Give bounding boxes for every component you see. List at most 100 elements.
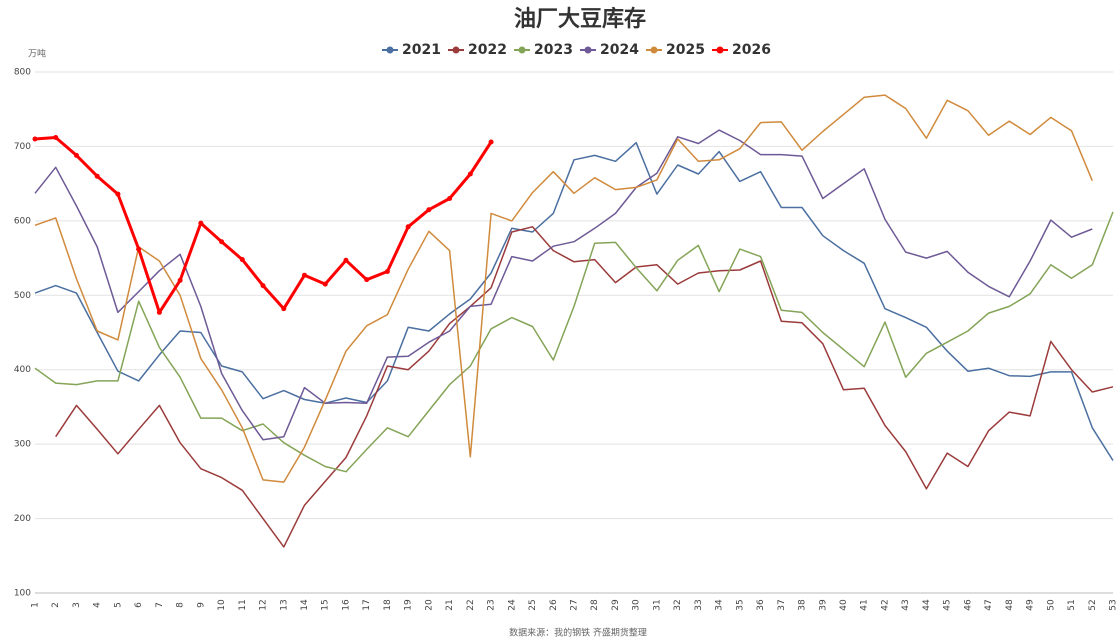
x-tick-label: 2 xyxy=(51,602,61,608)
x-tick-label: 17 xyxy=(362,599,372,610)
point xyxy=(260,283,266,289)
series-line xyxy=(34,141,1114,461)
x-tick-label: 27 xyxy=(570,599,580,610)
x-tick-label: 13 xyxy=(279,599,289,610)
x-tick-label: 42 xyxy=(880,599,890,610)
x-tick-label: 24 xyxy=(507,599,517,611)
x-tick-label: 38 xyxy=(798,599,808,611)
point xyxy=(426,207,432,213)
x-tick-label: 31 xyxy=(652,599,662,610)
x-tick-label: 46 xyxy=(963,599,973,611)
x-tick-label: 39 xyxy=(818,599,828,611)
point xyxy=(281,306,287,312)
x-tick-label: 20 xyxy=(424,599,434,611)
x-tick-label: 26 xyxy=(549,599,559,611)
x-tick-label: 28 xyxy=(590,599,600,611)
legend-marker xyxy=(716,46,724,54)
chart-title: 油厂大豆库存 xyxy=(514,6,646,32)
legend-label: 2025 xyxy=(666,42,705,58)
legend-marker xyxy=(650,46,658,54)
x-tick-label: 40 xyxy=(839,599,849,611)
legend-label: 2024 xyxy=(600,42,639,58)
x-tick-label: 3 xyxy=(72,602,82,608)
x-tick-label: 21 xyxy=(445,599,455,610)
x-tick-label: 15 xyxy=(321,599,331,610)
point xyxy=(447,196,453,202)
x-tick-label: 19 xyxy=(404,599,414,611)
point xyxy=(53,134,59,140)
x-tick-label: 32 xyxy=(673,599,683,610)
legend-marker xyxy=(452,46,460,54)
series-line xyxy=(34,129,1093,441)
x-tick-label: 8 xyxy=(176,602,186,608)
x-tick-label: 30 xyxy=(632,599,642,611)
point xyxy=(32,136,38,142)
x-tick-label: 12 xyxy=(259,599,269,610)
point xyxy=(467,171,473,177)
legend-marker xyxy=(386,46,394,54)
x-tick-label: 52 xyxy=(1088,599,1098,610)
x-tick-label: 1 xyxy=(31,602,41,608)
legend-label: 2022 xyxy=(468,42,507,58)
point xyxy=(364,277,370,283)
x-tick-label: 33 xyxy=(694,599,704,610)
y-tick-label: 300 xyxy=(14,440,31,450)
x-tick-label: 14 xyxy=(300,599,310,611)
x-tick-label: 9 xyxy=(196,602,206,608)
x-tick-label: 41 xyxy=(860,599,870,610)
x-tick-label: 45 xyxy=(943,599,953,610)
x-tick-label: 5 xyxy=(113,602,123,608)
y-unit: 万吨 xyxy=(28,48,46,60)
point xyxy=(239,257,245,263)
x-tick-label: 53 xyxy=(1109,599,1116,610)
x-tick-label: 51 xyxy=(1067,599,1077,610)
x-tick-label: 37 xyxy=(777,599,787,610)
series-line xyxy=(34,211,1114,473)
y-tick-label: 700 xyxy=(14,142,31,152)
x-tick-label: 50 xyxy=(1046,599,1056,611)
point xyxy=(156,309,162,315)
x-tick-label: 7 xyxy=(155,602,165,608)
point xyxy=(343,257,349,263)
x-tick-label: 11 xyxy=(238,599,248,610)
point xyxy=(302,272,307,278)
legend-marker xyxy=(518,46,526,54)
x-tick-label: 22 xyxy=(466,599,476,610)
x-tick-label: 43 xyxy=(901,599,911,610)
x-tick-label: 10 xyxy=(217,599,227,611)
point xyxy=(219,239,225,245)
point xyxy=(136,246,142,252)
point xyxy=(177,277,183,283)
legend-label: 2023 xyxy=(534,42,573,58)
x-tick-label: 49 xyxy=(1026,599,1036,611)
x-tick-label: 47 xyxy=(984,599,994,610)
point xyxy=(322,281,328,287)
series-line xyxy=(34,94,1093,483)
y-tick-label: 600 xyxy=(14,216,31,226)
x-tick-label: 23 xyxy=(487,599,497,610)
y-tick-label: 400 xyxy=(14,365,31,375)
x-tick-label: 35 xyxy=(735,599,745,610)
x-tick-label: 36 xyxy=(756,599,766,611)
x-tick-label: 29 xyxy=(611,599,621,611)
point xyxy=(384,268,390,274)
legend-label: 2026 xyxy=(732,42,771,58)
x-tick-label: 16 xyxy=(341,599,351,611)
legend-marker xyxy=(584,46,592,54)
point xyxy=(115,191,121,197)
y-tick-label: 100 xyxy=(14,589,31,599)
x-tick-label: 4 xyxy=(93,602,103,608)
x-tick-label: 25 xyxy=(528,599,538,610)
point xyxy=(488,139,494,145)
y-tick-label: 200 xyxy=(14,514,31,524)
x-tick-label: 34 xyxy=(715,599,725,611)
x-tick-label: 6 xyxy=(134,602,144,608)
source-note: 数据来源：我的钢铁 齐盛期货整理 xyxy=(509,627,647,638)
point xyxy=(73,152,79,158)
x-tick-label: 48 xyxy=(1005,599,1015,611)
y-tick-label: 500 xyxy=(14,291,31,301)
legend-label: 2021 xyxy=(402,42,441,58)
point xyxy=(198,220,204,226)
point xyxy=(405,224,411,230)
